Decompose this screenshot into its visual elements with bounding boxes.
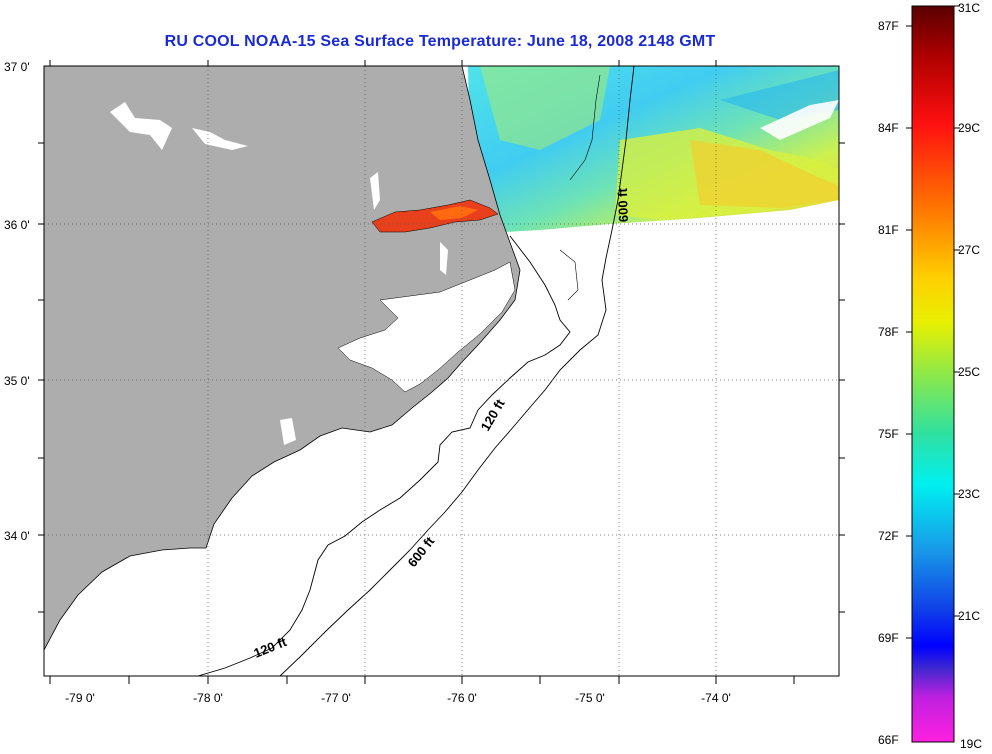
lat-label: 36 0' (4, 218, 30, 232)
lat-label: 34 0' (4, 529, 30, 543)
colorbar-f-label: 66F (878, 733, 899, 747)
colorbar-f-label: 87F (878, 19, 899, 33)
lon-label: -76 0' (447, 691, 477, 705)
colorbar-c-label: 27C (958, 243, 980, 257)
colorbar-gradient (911, 5, 955, 743)
colorbar: 87F 84F 81F 78F 75F 72F 69F 66F 31C 29C … (878, 1, 982, 751)
map-title: RU COOL NOAA-15 Sea Surface Temperature:… (164, 33, 716, 50)
colorbar-c-label: 19C (960, 737, 982, 751)
contour-600ft (279, 66, 635, 676)
bathymetry-contours (197, 66, 635, 676)
lat-lon-grid (44, 66, 839, 676)
colorbar-f-label: 69F (878, 631, 899, 645)
contour-label-600ft-north: 600 ft (615, 187, 631, 222)
colorbar-c-label: 31C (958, 1, 980, 15)
colorbar-c-label: 21C (958, 609, 980, 623)
lat-label: 37 0' (4, 60, 30, 74)
colorbar-c-label: 29C (958, 121, 980, 135)
pamlico-sound (337, 261, 516, 393)
colorbar-c-label: 25C (958, 365, 980, 379)
contour-120ft (197, 235, 571, 676)
colorbar-f-label: 78F (878, 325, 899, 339)
colorbar-f-label: 75F (878, 427, 899, 441)
lon-label: -74 0' (701, 691, 731, 705)
frame-ticks (38, 60, 845, 684)
sst-satellite-swath (468, 66, 839, 232)
colorbar-f-label: 84F (878, 121, 899, 135)
colorbar-f-label: 81F (878, 223, 899, 237)
lon-label: -77 0' (321, 691, 351, 705)
lon-label: -78 0' (193, 691, 223, 705)
colorbar-c-label: 23C (958, 487, 980, 501)
lon-label: -79 0' (65, 691, 95, 705)
lat-label: 35 0' (4, 374, 30, 388)
lon-label: -75 0' (575, 691, 605, 705)
map-frame (43, 65, 840, 677)
colorbar-f-label: 72F (878, 529, 899, 543)
